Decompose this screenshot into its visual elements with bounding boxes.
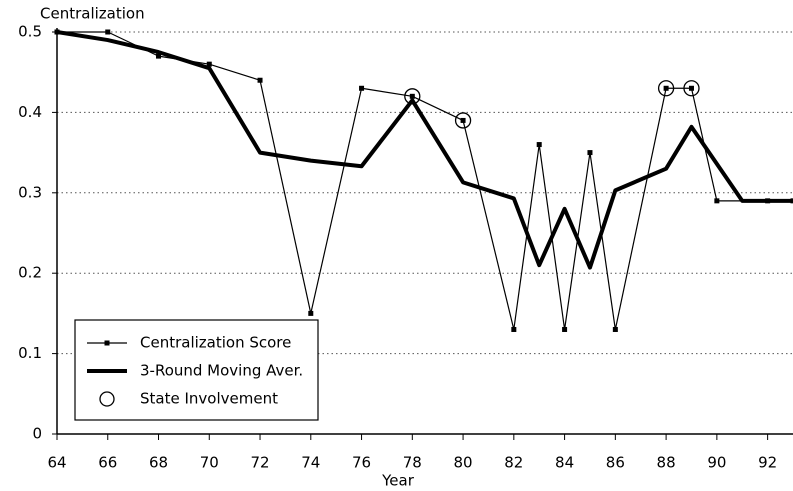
score-marker <box>587 150 593 156</box>
x-tick-label: 90 <box>707 454 726 472</box>
x-tick-label: 80 <box>454 454 473 472</box>
legend-symbol <box>104 340 110 346</box>
x-tick-label: 70 <box>200 454 219 472</box>
x-tick-label: 68 <box>149 454 168 472</box>
state-marker <box>454 112 472 129</box>
x-tick-label: 84 <box>555 454 574 472</box>
legend-symbol <box>99 391 115 407</box>
score-marker <box>511 326 517 332</box>
x-tick-label: 76 <box>352 454 371 472</box>
x-axis-label: Year <box>381 472 415 490</box>
x-tick-label: 82 <box>504 454 523 472</box>
y-axis-label: Centralization <box>40 5 145 23</box>
score-marker <box>612 326 618 332</box>
state-marker <box>683 80 700 97</box>
x-tick-label: 64 <box>47 454 66 472</box>
legend-label: State Involvement <box>140 390 278 408</box>
y-tick-label: 0.1 <box>18 344 42 362</box>
score-marker <box>688 85 694 91</box>
score-marker <box>714 198 720 204</box>
score-line <box>57 31 793 331</box>
y-tick-label: 0.5 <box>18 23 42 41</box>
score-marker <box>257 77 263 83</box>
moving-average-line <box>56 30 793 270</box>
state-marker <box>657 80 675 97</box>
x-tick-label: 74 <box>301 454 320 472</box>
x-tick-label: 86 <box>606 454 625 472</box>
x-tick-label: 88 <box>657 454 676 472</box>
score-marker <box>536 142 542 148</box>
x-tick-label: 92 <box>758 454 777 472</box>
score-marker <box>206 61 212 67</box>
legend-label: Centralization Score <box>140 334 291 352</box>
x-tick-label: 72 <box>250 454 269 472</box>
score-marker <box>156 53 162 59</box>
x-tick-label: 66 <box>98 454 117 472</box>
score-marker <box>359 85 365 91</box>
y-tick-label: 0 <box>32 425 42 443</box>
legend-label: 3-Round Moving Aver. <box>140 362 303 380</box>
score-marker <box>308 310 314 316</box>
y-tick-label: 0.3 <box>18 183 42 201</box>
score-marker <box>460 117 466 123</box>
score-marker <box>409 93 415 99</box>
x-tick-label: 78 <box>403 454 422 472</box>
y-tick-label: 0.2 <box>18 264 42 282</box>
score-marker <box>562 326 568 332</box>
state-marker <box>404 88 421 105</box>
y-tick-label: 0.4 <box>18 103 42 121</box>
score-marker <box>105 29 111 35</box>
score-marker <box>663 85 669 91</box>
